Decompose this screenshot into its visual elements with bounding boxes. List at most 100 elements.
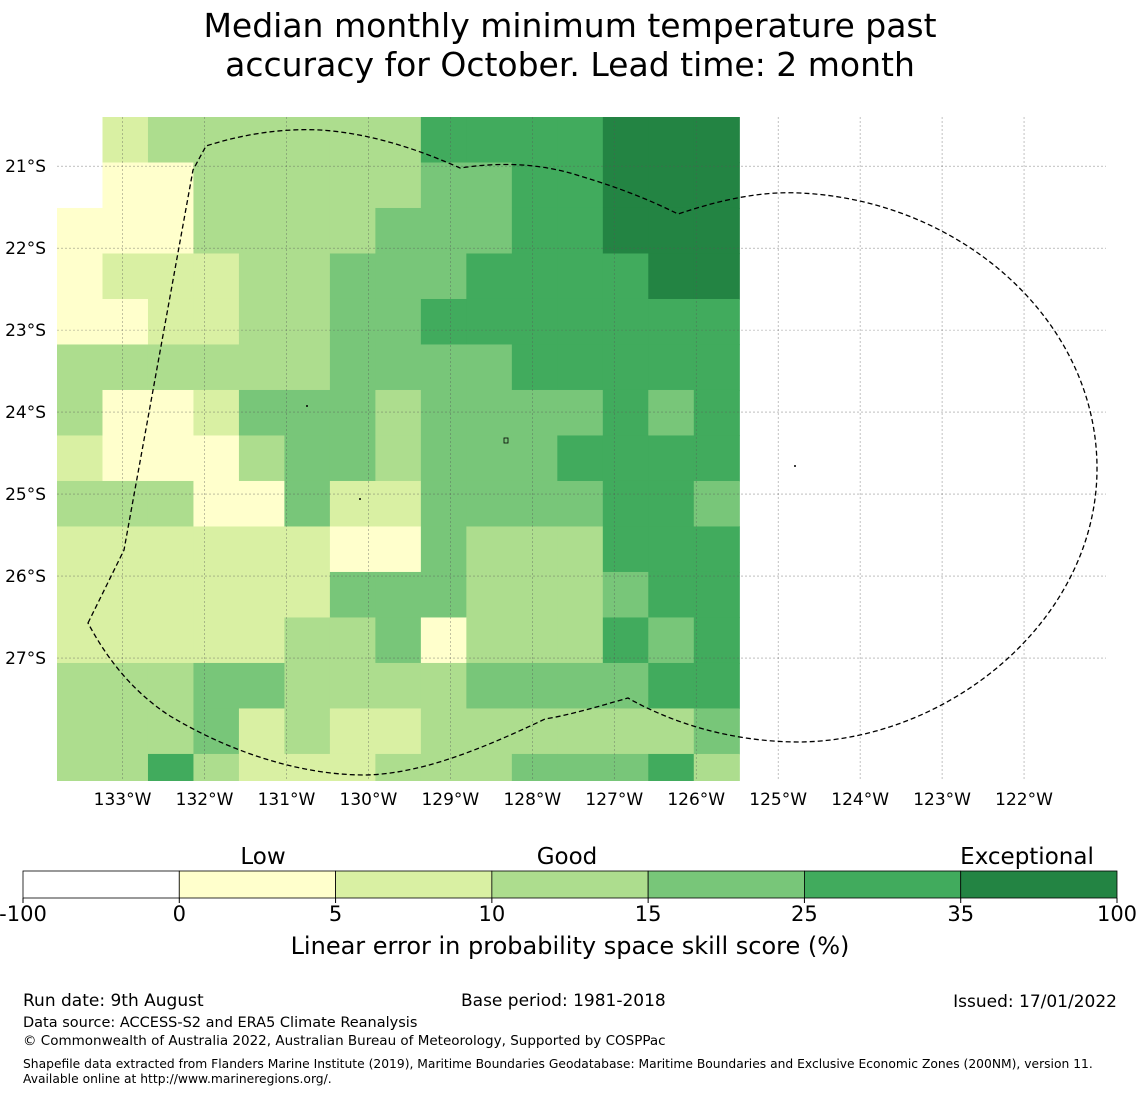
grid-cell bbox=[147, 571, 195, 619]
grid-cell bbox=[375, 708, 422, 755]
grid-cell bbox=[602, 753, 649, 781]
grid-cell bbox=[511, 253, 558, 300]
grid-cell bbox=[511, 480, 558, 528]
colorbar: -100 0 5 10 15 25 35 100 Low Good Exceptional L… bbox=[0, 844, 1137, 960]
grid-cell bbox=[557, 753, 604, 781]
grid-cell bbox=[648, 753, 695, 781]
grid-cell bbox=[329, 708, 376, 755]
colorbar-tick-label: 25 bbox=[791, 902, 818, 926]
shapefile-attribution: Shapefile data extracted from Flanders M… bbox=[23, 1057, 1093, 1086]
grid-cell bbox=[511, 526, 558, 573]
island-marker bbox=[359, 498, 361, 500]
colorbar-swatch bbox=[22, 870, 180, 899]
latitude-label: 24°S bbox=[5, 403, 46, 423]
colorbar-category-good: Good bbox=[537, 844, 598, 870]
grid-cell bbox=[329, 344, 376, 391]
grid-cell bbox=[375, 571, 422, 619]
latitude-label: 27°S bbox=[5, 649, 46, 669]
longitude-label: 123°W bbox=[913, 790, 971, 810]
grid-cell bbox=[238, 617, 286, 664]
grid-cell bbox=[466, 207, 513, 255]
grid-cell bbox=[602, 662, 649, 710]
grid-cell bbox=[284, 389, 331, 437]
grid-cell bbox=[466, 662, 513, 710]
map-title-line-1: Median monthly minimum temperature past bbox=[203, 6, 937, 45]
grid-cell bbox=[147, 435, 195, 482]
colorbar-tick-label: 100 bbox=[1097, 902, 1137, 926]
grid-cell bbox=[284, 708, 331, 755]
grid-cell bbox=[420, 253, 467, 300]
grid-cell bbox=[57, 344, 104, 391]
grid-cell bbox=[147, 253, 195, 300]
latitude-label: 21°S bbox=[5, 157, 46, 177]
grid-cell bbox=[375, 526, 422, 573]
grid-cell bbox=[602, 571, 649, 619]
grid-cell bbox=[102, 617, 149, 664]
island-marker bbox=[306, 405, 308, 407]
grid-cell bbox=[375, 344, 422, 391]
grid-cell bbox=[602, 389, 649, 437]
grid-cell bbox=[375, 162, 422, 209]
grid-cell bbox=[648, 389, 695, 437]
grid-cell bbox=[193, 480, 240, 528]
grid-cell bbox=[466, 435, 513, 482]
grid-cell bbox=[557, 662, 604, 710]
grid-cell bbox=[693, 389, 740, 437]
grid-cell bbox=[420, 617, 467, 664]
grid-cell bbox=[602, 344, 649, 391]
grid-cell bbox=[284, 662, 331, 710]
longitude-label: 131°W bbox=[258, 790, 316, 810]
grid-cell bbox=[466, 344, 513, 391]
grid-cell bbox=[102, 571, 149, 619]
map-title-line-2: accuracy for October. Lead time: 2 month bbox=[225, 45, 915, 84]
grid-cell bbox=[602, 435, 649, 482]
grid-cell bbox=[557, 117, 604, 164]
grid-cell bbox=[57, 298, 104, 346]
grid-cell bbox=[329, 480, 376, 528]
grid-cell bbox=[420, 162, 467, 209]
grid-cell bbox=[329, 571, 376, 619]
grid-cell bbox=[375, 207, 422, 255]
grid-cell bbox=[602, 162, 649, 209]
colorbar-swatch bbox=[335, 870, 493, 899]
longitude-label: 130°W bbox=[340, 790, 398, 810]
grid-cell bbox=[238, 662, 286, 710]
grid-cell bbox=[238, 389, 286, 437]
grid-cell bbox=[466, 571, 513, 619]
longitude-label: 124°W bbox=[831, 790, 889, 810]
grid-cell bbox=[147, 344, 195, 391]
grid-cell bbox=[329, 526, 376, 573]
grid-cell bbox=[648, 662, 695, 710]
colorbar-swatch bbox=[960, 870, 1118, 899]
grid-cell bbox=[648, 526, 695, 573]
grid-cell bbox=[511, 117, 558, 164]
grid-cell bbox=[420, 571, 467, 619]
grid-cell bbox=[557, 480, 604, 528]
longitude-label: 127°W bbox=[585, 790, 643, 810]
grid-cell bbox=[420, 298, 467, 346]
grid-cell bbox=[102, 389, 149, 437]
grid-cell bbox=[193, 617, 240, 664]
grid-cell bbox=[648, 162, 695, 209]
latitude-label: 25°S bbox=[5, 485, 46, 505]
grid-cell bbox=[238, 298, 286, 346]
grid-cell bbox=[375, 662, 422, 710]
latitude-label: 26°S bbox=[5, 567, 46, 587]
grid-cell bbox=[329, 117, 376, 164]
grid-cell bbox=[557, 162, 604, 209]
grid-cell bbox=[284, 480, 331, 528]
grid-cell bbox=[466, 298, 513, 346]
grid-cell bbox=[102, 480, 149, 528]
grid-cell bbox=[693, 298, 740, 346]
colorbar-ticks: -100 0 5 10 15 25 35 100 bbox=[0, 898, 1137, 926]
data-source: Data source: ACCESS-S2 and ERA5 Climate … bbox=[23, 1015, 418, 1031]
map-gridlines bbox=[57, 117, 1106, 781]
grid-cell bbox=[57, 753, 104, 781]
grid-cell bbox=[602, 617, 649, 664]
grid-cell bbox=[193, 571, 240, 619]
grid-cell bbox=[102, 344, 149, 391]
grid-cell bbox=[147, 162, 195, 209]
grid-cell bbox=[602, 708, 649, 755]
colorbar-swatch bbox=[804, 870, 962, 899]
grid-cell bbox=[693, 708, 740, 755]
